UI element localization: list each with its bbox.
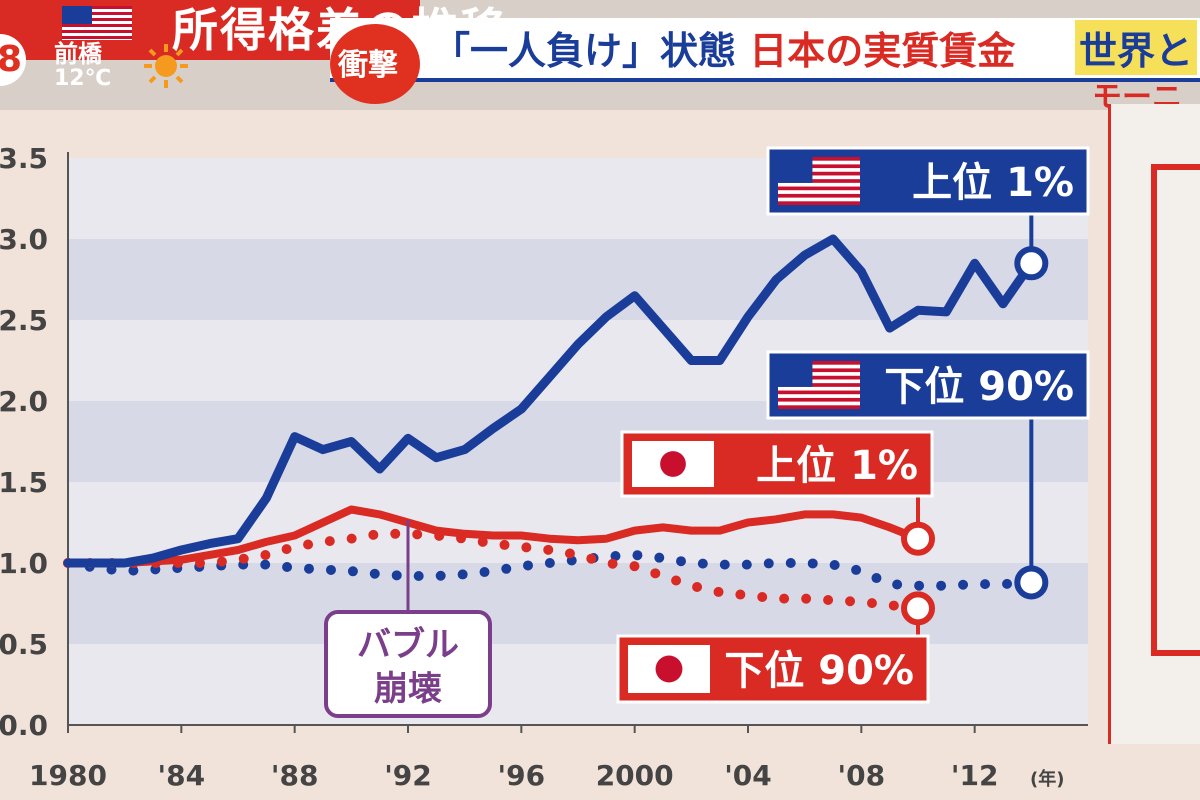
series-end-marker <box>1014 246 1049 281</box>
x-tick-label: '08 <box>838 759 886 792</box>
ticker-tag: 衝撃 <box>330 24 420 104</box>
y-tick-label: 0.5 <box>0 628 48 661</box>
series-end-marker <box>901 521 935 556</box>
x-tick-label: '12 <box>951 759 999 792</box>
series-label-jp-top1: 上位 1% <box>620 430 934 498</box>
series-line-jp-top1 <box>64 505 922 567</box>
y-tick-label: 1.5 <box>0 466 48 499</box>
y-tick-label: 2.0 <box>0 385 48 418</box>
ticker-headline-red: 日本の実質賃金 <box>749 29 1016 73</box>
ticker-headline-blue: 「一人負け」状態 <box>432 29 737 73</box>
series-end-marker <box>1014 565 1049 600</box>
series-label-us-top1: 上位 1% <box>766 146 1090 216</box>
y-tick-label: 2.5 <box>0 304 48 337</box>
ticker-headline: 「一人負け」状態 日本の実質賃金 <box>432 20 1015 75</box>
annotation-line2: 崩壊 <box>374 669 442 709</box>
x-tick-label: 1980 <box>29 759 107 792</box>
y-tick-label: 0.0 <box>0 709 48 742</box>
sun-icon <box>144 44 188 88</box>
x-tick-label: '84 <box>158 759 206 792</box>
series-label-text: 上位 1% <box>756 443 918 489</box>
us-flag-icon <box>778 361 860 409</box>
weather-widget: 前橋 12℃ <box>48 34 168 96</box>
y-tick-label: 1.0 <box>0 547 48 580</box>
ticker-extra: 世界と <box>1075 20 1198 75</box>
x-tick-label: 2000 <box>596 759 674 792</box>
japan-flag-icon <box>628 645 710 693</box>
series-line-us-top1 <box>63 234 1036 568</box>
y-tick-label: 3.0 <box>0 223 48 256</box>
series-end-marker <box>901 591 935 626</box>
weather-location: 前橋 <box>54 40 102 68</box>
x-tick-label: '92 <box>384 759 432 792</box>
right-side-panel <box>1108 104 1200 744</box>
series-label-us-bottom90: 下位 90% <box>766 350 1090 420</box>
x-axis-unit: (年) <box>1030 768 1064 790</box>
grid-band <box>68 563 1088 644</box>
annotation-line1: バブル <box>357 625 459 665</box>
weather-temp: 12℃ <box>54 66 112 91</box>
ticker-tag-text: 衝撃 <box>338 48 398 83</box>
us-flag-icon <box>778 157 860 205</box>
y-tick-label: 3.5 <box>0 142 48 175</box>
x-tick-label: '04 <box>724 759 772 792</box>
us-flag-icon <box>62 6 132 40</box>
grid-band <box>68 644 1088 725</box>
series-label-text: 下位 90% <box>724 648 914 694</box>
x-tick-label: '96 <box>498 759 546 792</box>
series-label-text: 下位 90% <box>884 364 1074 410</box>
series-label-text: 上位 1% <box>912 160 1074 206</box>
news-ticker <box>330 18 1200 82</box>
x-tick-label: '88 <box>271 759 319 792</box>
series-label-jp-bottom90: 下位 90% <box>616 634 930 704</box>
japan-flag-icon <box>632 441 714 487</box>
series-line-us-bottom90 <box>63 549 1037 591</box>
